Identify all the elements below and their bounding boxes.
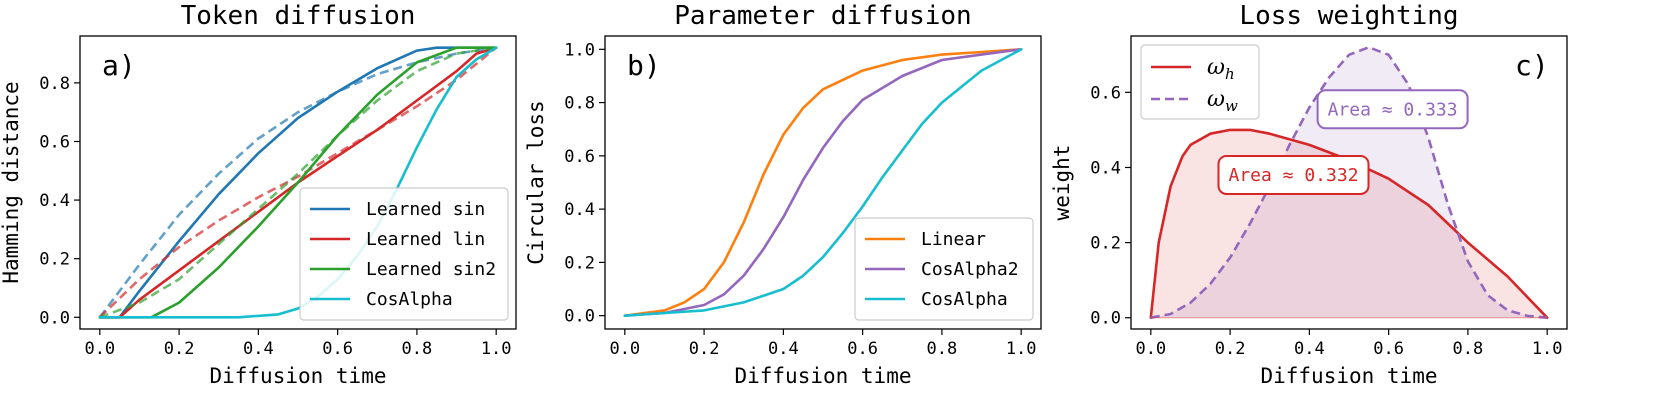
x-tick-label: 0.2	[164, 339, 195, 359]
cosalpha-line	[623, 47, 1023, 318]
y-axis-label: Circular loss	[524, 100, 548, 264]
x-axis-label: Diffusion time	[734, 364, 911, 388]
x-tick-label: 0.6	[847, 339, 878, 359]
y-tick-label: 0.2	[39, 250, 70, 270]
x-tick-label: 0.8	[402, 339, 433, 359]
y-tick-label: 0.0	[1090, 309, 1121, 329]
axes-frame	[79, 35, 517, 330]
legend-label: Learned lin	[366, 229, 485, 250]
legend-label: Learned sin2	[366, 259, 496, 280]
legend: Linear CosAlpha2 CosAlpha	[854, 217, 1034, 321]
area-annotation: Area ≈ 0.332	[1217, 154, 1370, 195]
x-tick-label: 1.0	[481, 339, 512, 359]
legend-box	[299, 187, 509, 321]
chart-title: Loss weighting	[1239, 1, 1458, 31]
legend-label: Linear	[921, 229, 986, 250]
x-tick-label: 0.0	[609, 339, 640, 359]
y-tick-label: 0.2	[1090, 234, 1121, 254]
x-tick-label: 1.0	[1006, 339, 1037, 359]
chart-title: Token diffusion	[181, 1, 416, 31]
linear-line	[623, 47, 1023, 318]
x-tick-label: 0.0	[84, 339, 115, 359]
panel-token-diffusion: Token diffusion 0.0 0.2 0.4 0.6 0.8 1.0 0.0 0.2 0…	[0, 1, 517, 388]
axes-frame	[604, 35, 1042, 330]
y-tick-label: 0.2	[564, 253, 595, 273]
legend-label: CosAlpha2	[921, 259, 1019, 280]
annotation-text: Area ≈ 0.333	[1328, 99, 1458, 120]
learned-sin2-line	[98, 46, 498, 319]
legend-label: Learned sin	[366, 199, 485, 220]
x-tick-label: 0.2	[1215, 339, 1246, 359]
y-tick-label: 0.6	[564, 147, 595, 167]
panel-parameter-diffusion: Parameter diffusion 0.0 0.2 0.4 0.6 0.8 1.0 0.0…	[524, 1, 1042, 388]
x-tick-label: 0.4	[768, 339, 799, 359]
annotation-box	[1316, 89, 1469, 130]
x-tick-label: 0.6	[1373, 339, 1404, 359]
omega-w-line	[1150, 45, 1548, 319]
y-tick-label: 0.4	[1090, 158, 1121, 178]
y-tick-label: 0.0	[39, 308, 70, 328]
area-annotation: Area ≈ 0.333	[1316, 89, 1469, 130]
x-tick-label: 1.0	[1532, 339, 1563, 359]
x-axis-label: Diffusion time	[1260, 364, 1437, 388]
learned-sin-dashed-line	[98, 46, 497, 319]
y-tick-label: 0.4	[39, 191, 70, 211]
y-tick-label: 0.8	[564, 94, 595, 114]
cosalpha2-line	[623, 47, 1023, 318]
panel-label: a)	[102, 49, 136, 82]
x-tick-label: 0.0	[1135, 339, 1166, 359]
y-axis-label: weight	[1050, 145, 1074, 221]
panel-label: b)	[627, 49, 661, 82]
learned-sin-line	[98, 46, 498, 319]
legend-box	[854, 217, 1034, 321]
y-tick-label: 0.6	[1090, 83, 1121, 103]
x-tick-label: 0.8	[1453, 339, 1484, 359]
axes-frame	[1130, 35, 1568, 330]
y-tick-label: 0.0	[564, 307, 595, 327]
y-tick-label: 0.6	[39, 132, 70, 152]
y-axis-label: Hamming distance	[0, 81, 23, 283]
panel-loss-weighting: Loss weighting 0.0 0.2 0.4 0.6 0.8 1.0 0.0 0.2 0.…	[1050, 1, 1568, 388]
x-tick-label: 0.4	[1294, 339, 1325, 359]
x-tick-label: 0.4	[243, 339, 274, 359]
legend-subscript: w	[1225, 97, 1238, 115]
x-tick-label: 0.6	[322, 339, 353, 359]
panel-label: c)	[1515, 49, 1549, 82]
y-tick-label: 0.4	[564, 200, 595, 220]
learned-sin2-dashed-line	[99, 46, 497, 319]
y-tick-label: 0.8	[39, 74, 70, 94]
legend: Learned sin Learned lin Learned sin2 CosAlp…	[299, 187, 509, 321]
plot-area	[623, 47, 1023, 318]
legend-label: CosAlpha	[366, 289, 453, 310]
legend-label: CosAlpha	[921, 289, 1008, 310]
x-tick-label: 0.2	[689, 339, 720, 359]
legend-subscript: h	[1225, 65, 1235, 83]
annotation-text: Area ≈ 0.332	[1228, 165, 1358, 186]
chart-title: Parameter diffusion	[674, 1, 971, 31]
omega-h-line	[1149, 128, 1549, 320]
annotation-box	[1217, 154, 1370, 195]
x-tick-label: 0.8	[927, 339, 958, 359]
learned-lin-dashed-line	[98, 46, 498, 319]
y-tick-label: 1.0	[564, 40, 595, 60]
x-axis-label: Diffusion time	[209, 364, 386, 388]
legend-box	[1140, 44, 1260, 120]
